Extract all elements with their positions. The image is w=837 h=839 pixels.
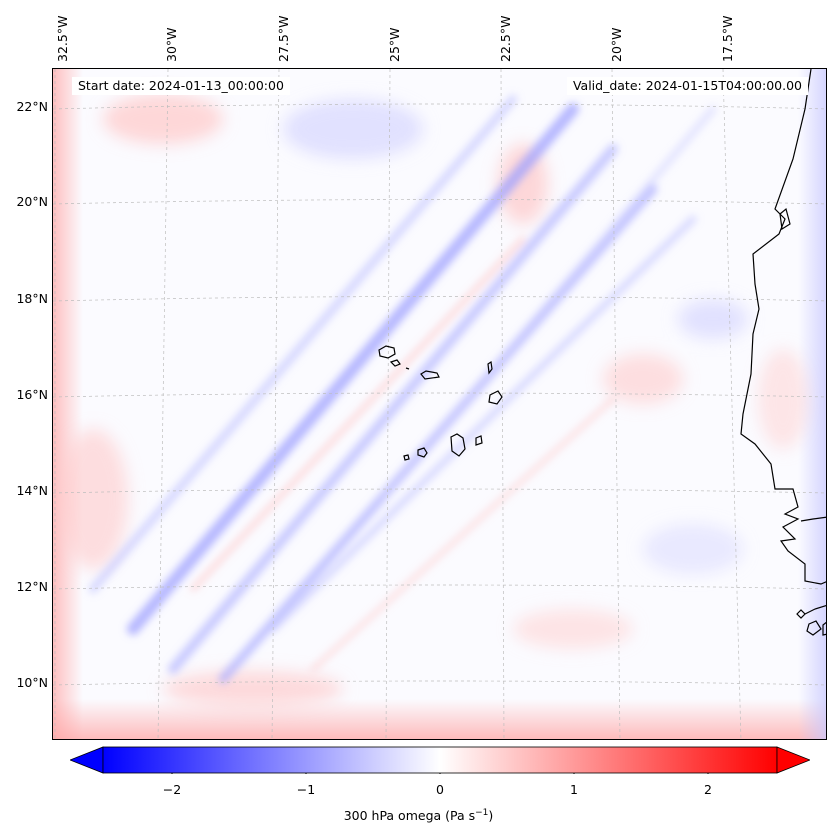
- colorbar-label-exponent: −1: [475, 808, 489, 818]
- lon-label-32-5w: 32.5°W: [55, 15, 70, 62]
- edge-anomaly-south: [53, 699, 826, 739]
- lat-label-20n: 20°N: [16, 194, 48, 209]
- start-date-label: Start date: 2024-01-13_00:00:00: [72, 77, 290, 95]
- island-sao-vicente: [389, 359, 401, 367]
- lon-label-30w: 30°W: [164, 27, 179, 62]
- colorbar-tick-neg1: −1: [296, 782, 316, 797]
- omega-blobs: [58, 94, 808, 707]
- island-santiago: [450, 433, 466, 457]
- lat-label-22n: 22°N: [16, 99, 48, 114]
- meridian-27-5w: [271, 69, 280, 739]
- parallel-20n: [53, 199, 826, 205]
- arguin-bank-island: [779, 207, 791, 231]
- west-africa-coastline: [740, 69, 826, 636]
- bissagos-islands-a: [806, 620, 822, 636]
- map-panel: [52, 68, 827, 740]
- cape-verde-islands: [378, 345, 503, 461]
- colorbar-label-text: 300 hPa omega (Pa s: [343, 808, 476, 824]
- lon-label-27-5w: 27.5°W: [276, 15, 291, 62]
- meridian-30w: [157, 69, 169, 739]
- island-santo-antao: [378, 345, 396, 359]
- meridian-25w: [385, 69, 391, 739]
- island-sal: [487, 360, 493, 375]
- island-sao-nicolau: [420, 370, 440, 380]
- island-boa-vista: [488, 390, 503, 405]
- lon-label-22-5w: 22.5°W: [498, 15, 513, 62]
- colorbar-tick-1: 1: [570, 782, 578, 797]
- parallel-12n: [53, 584, 826, 590]
- meridian-20w: [611, 69, 621, 739]
- island-santa-luzia: [405, 367, 410, 370]
- island-brava: [403, 454, 410, 461]
- colorbar-tick-marks: [171, 773, 709, 774]
- lat-label-16n: 16°N: [16, 387, 48, 402]
- colorbar-max-extend: [776, 746, 810, 774]
- lat-label-14n: 14°N: [16, 483, 48, 498]
- colorbar-tick-0: 0: [436, 782, 444, 797]
- lat-label-12n: 12°N: [16, 579, 48, 594]
- island-maio: [475, 435, 483, 446]
- bissagos-islands-b: [822, 621, 826, 636]
- coast-cap-vert: [800, 516, 826, 522]
- meridian-17-5w: [722, 69, 742, 739]
- omega-field-map: [53, 69, 826, 739]
- lon-label-20w: 20°W: [609, 27, 624, 62]
- parallel-16n: [53, 392, 826, 398]
- edge-anomaly-west: [53, 69, 83, 739]
- colorbar-label: 300 hPa omega (Pa s−1): [0, 808, 837, 823]
- meridian-22-5w: [500, 69, 505, 739]
- colorbar-tick-2: 2: [704, 782, 712, 797]
- coast-guinea-bissau: [804, 604, 826, 615]
- colorbar-tick-neg2: −2: [162, 782, 182, 797]
- island-fogo: [417, 447, 428, 458]
- colorbar: [70, 746, 810, 774]
- colorbar-label-close: ): [488, 808, 494, 824]
- parallel-22n: [53, 103, 826, 110]
- lat-label-18n: 18°N: [16, 291, 48, 306]
- bissagos-islands-c: [796, 609, 806, 619]
- colorbar-min-extend: [70, 746, 104, 774]
- lat-label-10n: 10°N: [16, 675, 48, 690]
- graticule: [53, 69, 826, 739]
- valid-date-label: Valid_date: 2024-01-15T04:00:00.00: [566, 77, 808, 95]
- omega-bands: [89, 95, 716, 684]
- colorbar-gradient: [102, 746, 778, 774]
- lon-label-25w: 25°W: [387, 27, 402, 62]
- parallel-14n: [53, 488, 826, 494]
- parallel-18n: [53, 296, 826, 302]
- parallel-10n: [53, 680, 826, 686]
- lon-label-17-5w: 17.5°W: [720, 15, 735, 62]
